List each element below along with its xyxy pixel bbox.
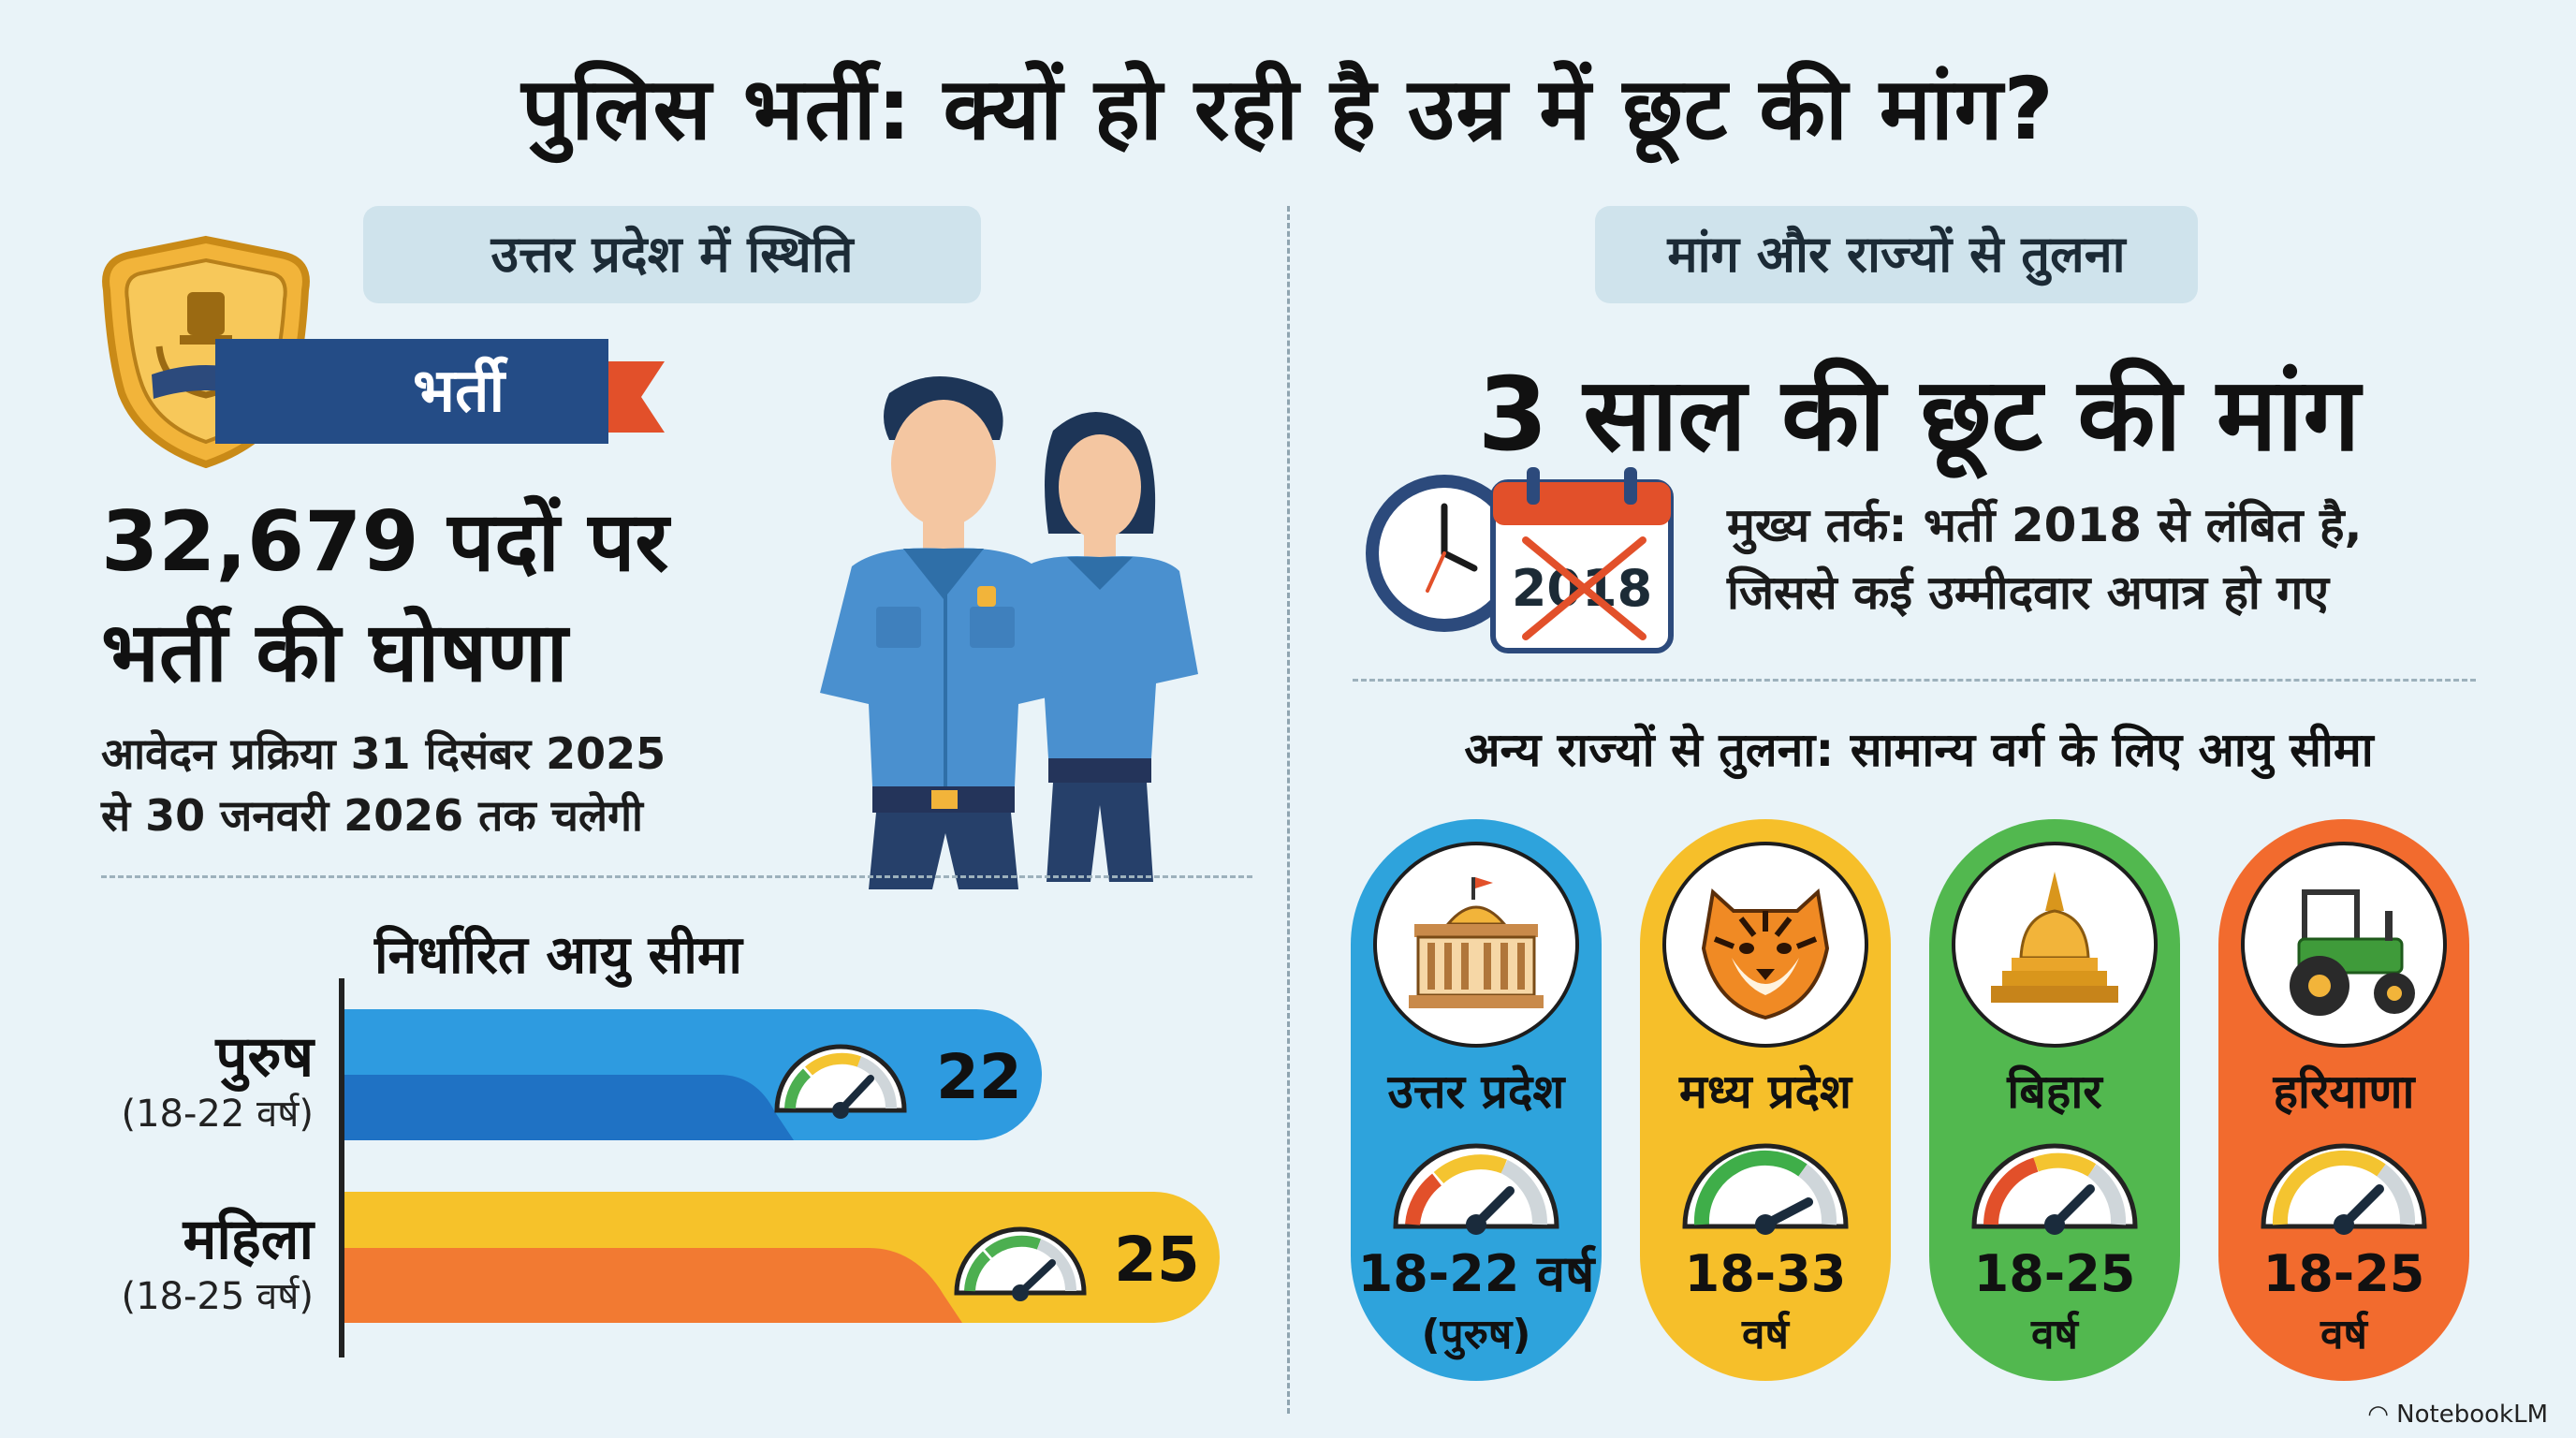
- dates-line-1: आवेदन प्रक्रिया 31 दिसंबर 2025: [101, 728, 666, 779]
- chart-axis: [339, 978, 344, 1357]
- tractor-icon: [2290, 889, 2415, 1016]
- demand-heading: 3 साल की छूट की मांग: [1477, 357, 2361, 474]
- posts-announcement: 32,679 पदों पर भर्ती की घोषणा: [101, 487, 812, 708]
- state-gauge-icon: [2261, 1143, 2427, 1235]
- clock-calendar-icon: 2018: [1366, 467, 1674, 653]
- left-section-title: उत्तर प्रदेश में स्थिति: [363, 206, 981, 303]
- state-card-madhya-pradesh: मध्य प्रदेश 18-33 वर्ष: [1640, 819, 1891, 1381]
- male-gauge-icon: [774, 1044, 907, 1119]
- state-name: हरियाणा: [2273, 1064, 2415, 1119]
- right-divider: [1353, 679, 2476, 682]
- state-name: बिहार: [2007, 1064, 2102, 1119]
- state-age-sub: वर्ष: [2320, 1311, 2367, 1358]
- state-age-range: 18-33: [1684, 1244, 1847, 1303]
- state-gauge-icon: [1682, 1143, 1849, 1235]
- state-icon-circle: [1662, 842, 1868, 1048]
- state-age-range: 18-22 वर्ष: [1357, 1244, 1595, 1303]
- state-icon-circle: [1952, 842, 2158, 1048]
- age-limit-heading: निर्धारित आयु सीमा: [374, 925, 742, 986]
- female-age-value: 25: [1114, 1224, 1200, 1296]
- main-argument: मुख्य तर्क: भर्ती 2018 से लंबित है, जिसस…: [1727, 492, 2504, 626]
- left-divider: [101, 875, 1252, 878]
- stupa-icon: [1991, 872, 2118, 1003]
- state-card-bihar: बिहार 18-25 वर्ष: [1929, 819, 2180, 1381]
- female-gauge-icon: [954, 1226, 1087, 1301]
- male-label: पुरुष: [215, 1024, 314, 1090]
- state-gauge-icon: [1393, 1143, 1559, 1235]
- state-name: उत्तर प्रदेश: [1387, 1064, 1565, 1119]
- state-age-sub: (पुरुष): [1421, 1311, 1531, 1358]
- notebooklm-brand: ◠ NotebookLM: [2367, 1401, 2548, 1429]
- male-age-bar: [344, 1009, 1042, 1140]
- police-officers-illustration: [820, 375, 1198, 889]
- state-name: मध्य प्रदेश: [1678, 1064, 1852, 1119]
- application-dates: आवेदन प्रक्रिया 31 दिसंबर 2025 से 30 जनव…: [101, 723, 775, 846]
- state-age-range: 18-25: [2262, 1244, 2425, 1303]
- tiger-icon: [1701, 888, 1830, 1020]
- government-building-icon: [1409, 877, 1544, 1008]
- brand-label: NotebookLM: [2396, 1401, 2548, 1429]
- state-icon-circle: [1373, 842, 1579, 1048]
- male-age-value: 22: [936, 1041, 1022, 1113]
- page-title: पुलिस भर्ती: क्यों हो रही है उम्र में छू…: [521, 59, 2055, 159]
- recruitment-ribbon: [215, 339, 665, 444]
- ribbon-label: भर्ती: [412, 357, 505, 426]
- argument-line-1: मुख्य तर्क: भर्ती 2018 से लंबित है,: [1727, 498, 2363, 552]
- male-officer-icon: [820, 375, 1067, 889]
- female-range: (18-25 वर्ष): [121, 1275, 314, 1318]
- comparison-heading: अन्य राज्यों से तुलना: सामान्य वर्ग के ल…: [1464, 723, 2374, 777]
- state-card-uttar-pradesh: उत्तर प्रदेश 18-22 वर्ष (पुरुष): [1351, 819, 1602, 1381]
- state-card-haryana: हरियाणा 18-25 वर्ष: [2218, 819, 2469, 1381]
- state-age-sub: वर्ष: [1742, 1311, 1789, 1358]
- posts-line-1: 32,679 पदों पर: [101, 493, 669, 590]
- state-age-range: 18-25: [1973, 1244, 2136, 1303]
- dates-line-2: से 30 जनवरी 2026 तक चलेगी: [101, 790, 643, 841]
- state-gauge-icon: [1971, 1143, 2138, 1235]
- state-age-sub: वर्ष: [2031, 1311, 2078, 1358]
- female-label: महिला: [183, 1207, 315, 1272]
- posts-line-2: भर्ती की घोषणा: [101, 604, 568, 700]
- male-range: (18-22 वर्ष): [121, 1093, 314, 1136]
- state-icon-circle: [2241, 842, 2447, 1048]
- female-officer-icon: [1002, 412, 1198, 882]
- notebooklm-icon: ◠: [2367, 1401, 2397, 1429]
- center-divider: [1287, 206, 1290, 1414]
- argument-line-2: जिससे कई उम्मीदवार अपात्र हो गए: [1727, 565, 2330, 620]
- right-section-title: मांग और राज्यों से तुलना: [1595, 206, 2198, 303]
